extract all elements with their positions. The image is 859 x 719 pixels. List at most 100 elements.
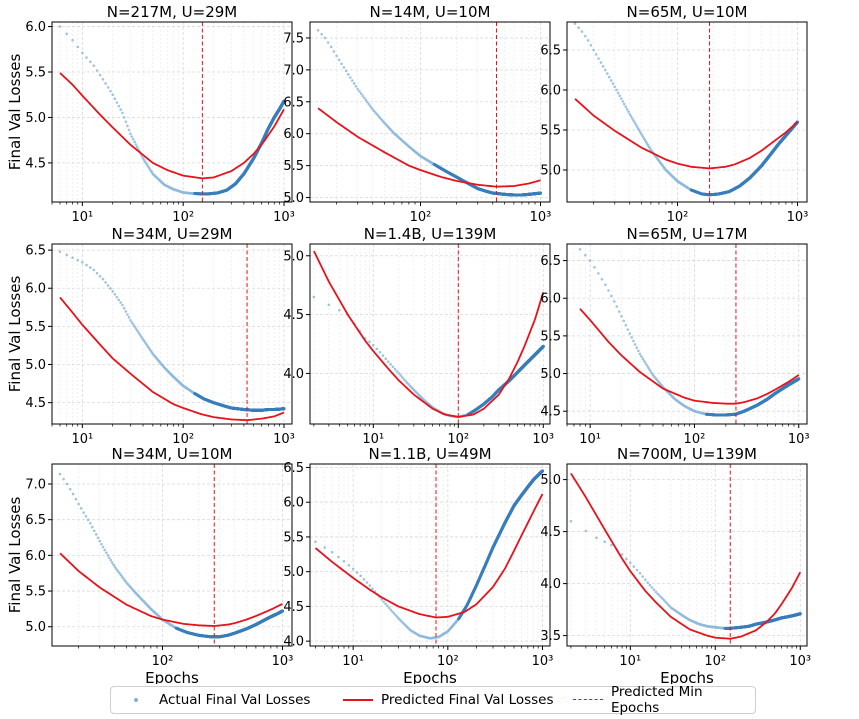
actual-point — [606, 72, 609, 75]
actual-point — [106, 284, 110, 287]
actual-point — [539, 191, 542, 195]
actual-point — [397, 372, 401, 375]
plot-area — [573, 22, 799, 202]
actual-point — [312, 295, 316, 299]
actual-point — [135, 145, 139, 149]
actual-point — [632, 119, 635, 122]
actual-point — [111, 93, 115, 97]
actual-point — [81, 51, 84, 55]
axes-frame — [51, 21, 293, 203]
actual-point — [101, 277, 105, 281]
actual-point — [119, 301, 122, 304]
actual-point — [340, 62, 343, 66]
predicted-curve — [574, 98, 799, 170]
actual-point — [65, 32, 69, 36]
actual-point — [326, 41, 330, 44]
actual-point — [577, 26, 580, 30]
x-tick-label: 10² — [667, 210, 689, 225]
actual-point — [335, 54, 338, 58]
actual-point — [630, 117, 634, 120]
actual-point — [320, 32, 323, 36]
actual-point — [127, 316, 131, 319]
actual-point — [636, 127, 640, 130]
y-axis-label: Final Val Losses — [6, 54, 24, 171]
actual-point — [389, 362, 392, 366]
actual-point — [111, 289, 115, 293]
actual-point — [633, 121, 637, 124]
y-tick-label: 5.0 — [25, 358, 46, 373]
subplot-title: N=65M, U=10M — [627, 3, 748, 21]
y-tick-label: 4.5 — [283, 308, 304, 323]
actual-point — [329, 45, 333, 49]
subplot-title: N=217M, U=29M — [107, 3, 237, 21]
actual-point — [615, 88, 618, 92]
grid — [310, 244, 550, 424]
actual-point — [282, 99, 286, 103]
actual-point — [603, 68, 607, 72]
actual-point — [594, 53, 598, 56]
actual-dots — [316, 29, 542, 197]
plot-area — [58, 22, 286, 202]
actual-point — [92, 268, 96, 272]
actual-point — [586, 39, 590, 42]
subplot-title: N=14M, U=10M — [370, 3, 491, 21]
actual-point — [113, 97, 117, 100]
actual-point — [616, 91, 620, 95]
x-tick-label: 10² — [447, 432, 469, 447]
actual-point — [338, 308, 341, 312]
actual-point — [126, 124, 129, 128]
actual-point — [395, 370, 399, 373]
x-tick-label: 10² — [172, 210, 194, 225]
x-tick-label: 10³ — [530, 210, 552, 225]
actual-dots — [573, 22, 799, 197]
actual-point — [124, 310, 128, 313]
actual-point — [601, 65, 605, 68]
actual-point — [127, 128, 131, 132]
actual-point — [89, 266, 92, 269]
actual-point — [375, 347, 379, 351]
actual-point — [607, 75, 611, 79]
actual-point — [358, 90, 361, 93]
actual-point — [589, 44, 593, 47]
actual-point — [104, 82, 107, 85]
actual-point — [76, 258, 80, 262]
actual-point — [117, 104, 121, 108]
plot-area — [58, 244, 286, 424]
actual-point — [81, 261, 84, 264]
y-tick-label: 5.5 — [540, 124, 561, 139]
y-tick-label: 5.5 — [25, 66, 46, 81]
actual-point — [627, 110, 630, 113]
actual-dots — [58, 250, 286, 412]
actual-point — [386, 360, 390, 363]
y-tick-label: 6.0 — [540, 84, 561, 99]
actual-point — [346, 73, 350, 76]
actual-point — [134, 327, 138, 330]
actual-point — [597, 57, 600, 60]
actual-point — [622, 102, 626, 106]
actual-point — [618, 94, 622, 98]
actual-point — [613, 85, 617, 89]
actual-point — [122, 307, 126, 310]
grid — [310, 22, 550, 202]
y-tick-label: 6.0 — [283, 127, 304, 142]
actual-point — [367, 102, 370, 106]
actual-point — [129, 132, 132, 136]
actual-point — [76, 45, 80, 49]
y-tick-label: 6.0 — [25, 20, 46, 35]
x-tick-label: 10³ — [787, 210, 809, 225]
actual-point — [393, 367, 397, 371]
grid — [567, 22, 807, 202]
plot-area — [312, 244, 545, 424]
x-tick-label: 10² — [410, 210, 432, 225]
actual-point — [621, 100, 625, 103]
predicted-curve — [317, 107, 541, 188]
y-tick-label: 5.5 — [283, 159, 304, 174]
x-tick-label: 10¹ — [362, 432, 384, 447]
y-tick-label: 4.5 — [25, 156, 46, 171]
actual-point — [599, 61, 603, 64]
actual-point — [126, 313, 129, 316]
